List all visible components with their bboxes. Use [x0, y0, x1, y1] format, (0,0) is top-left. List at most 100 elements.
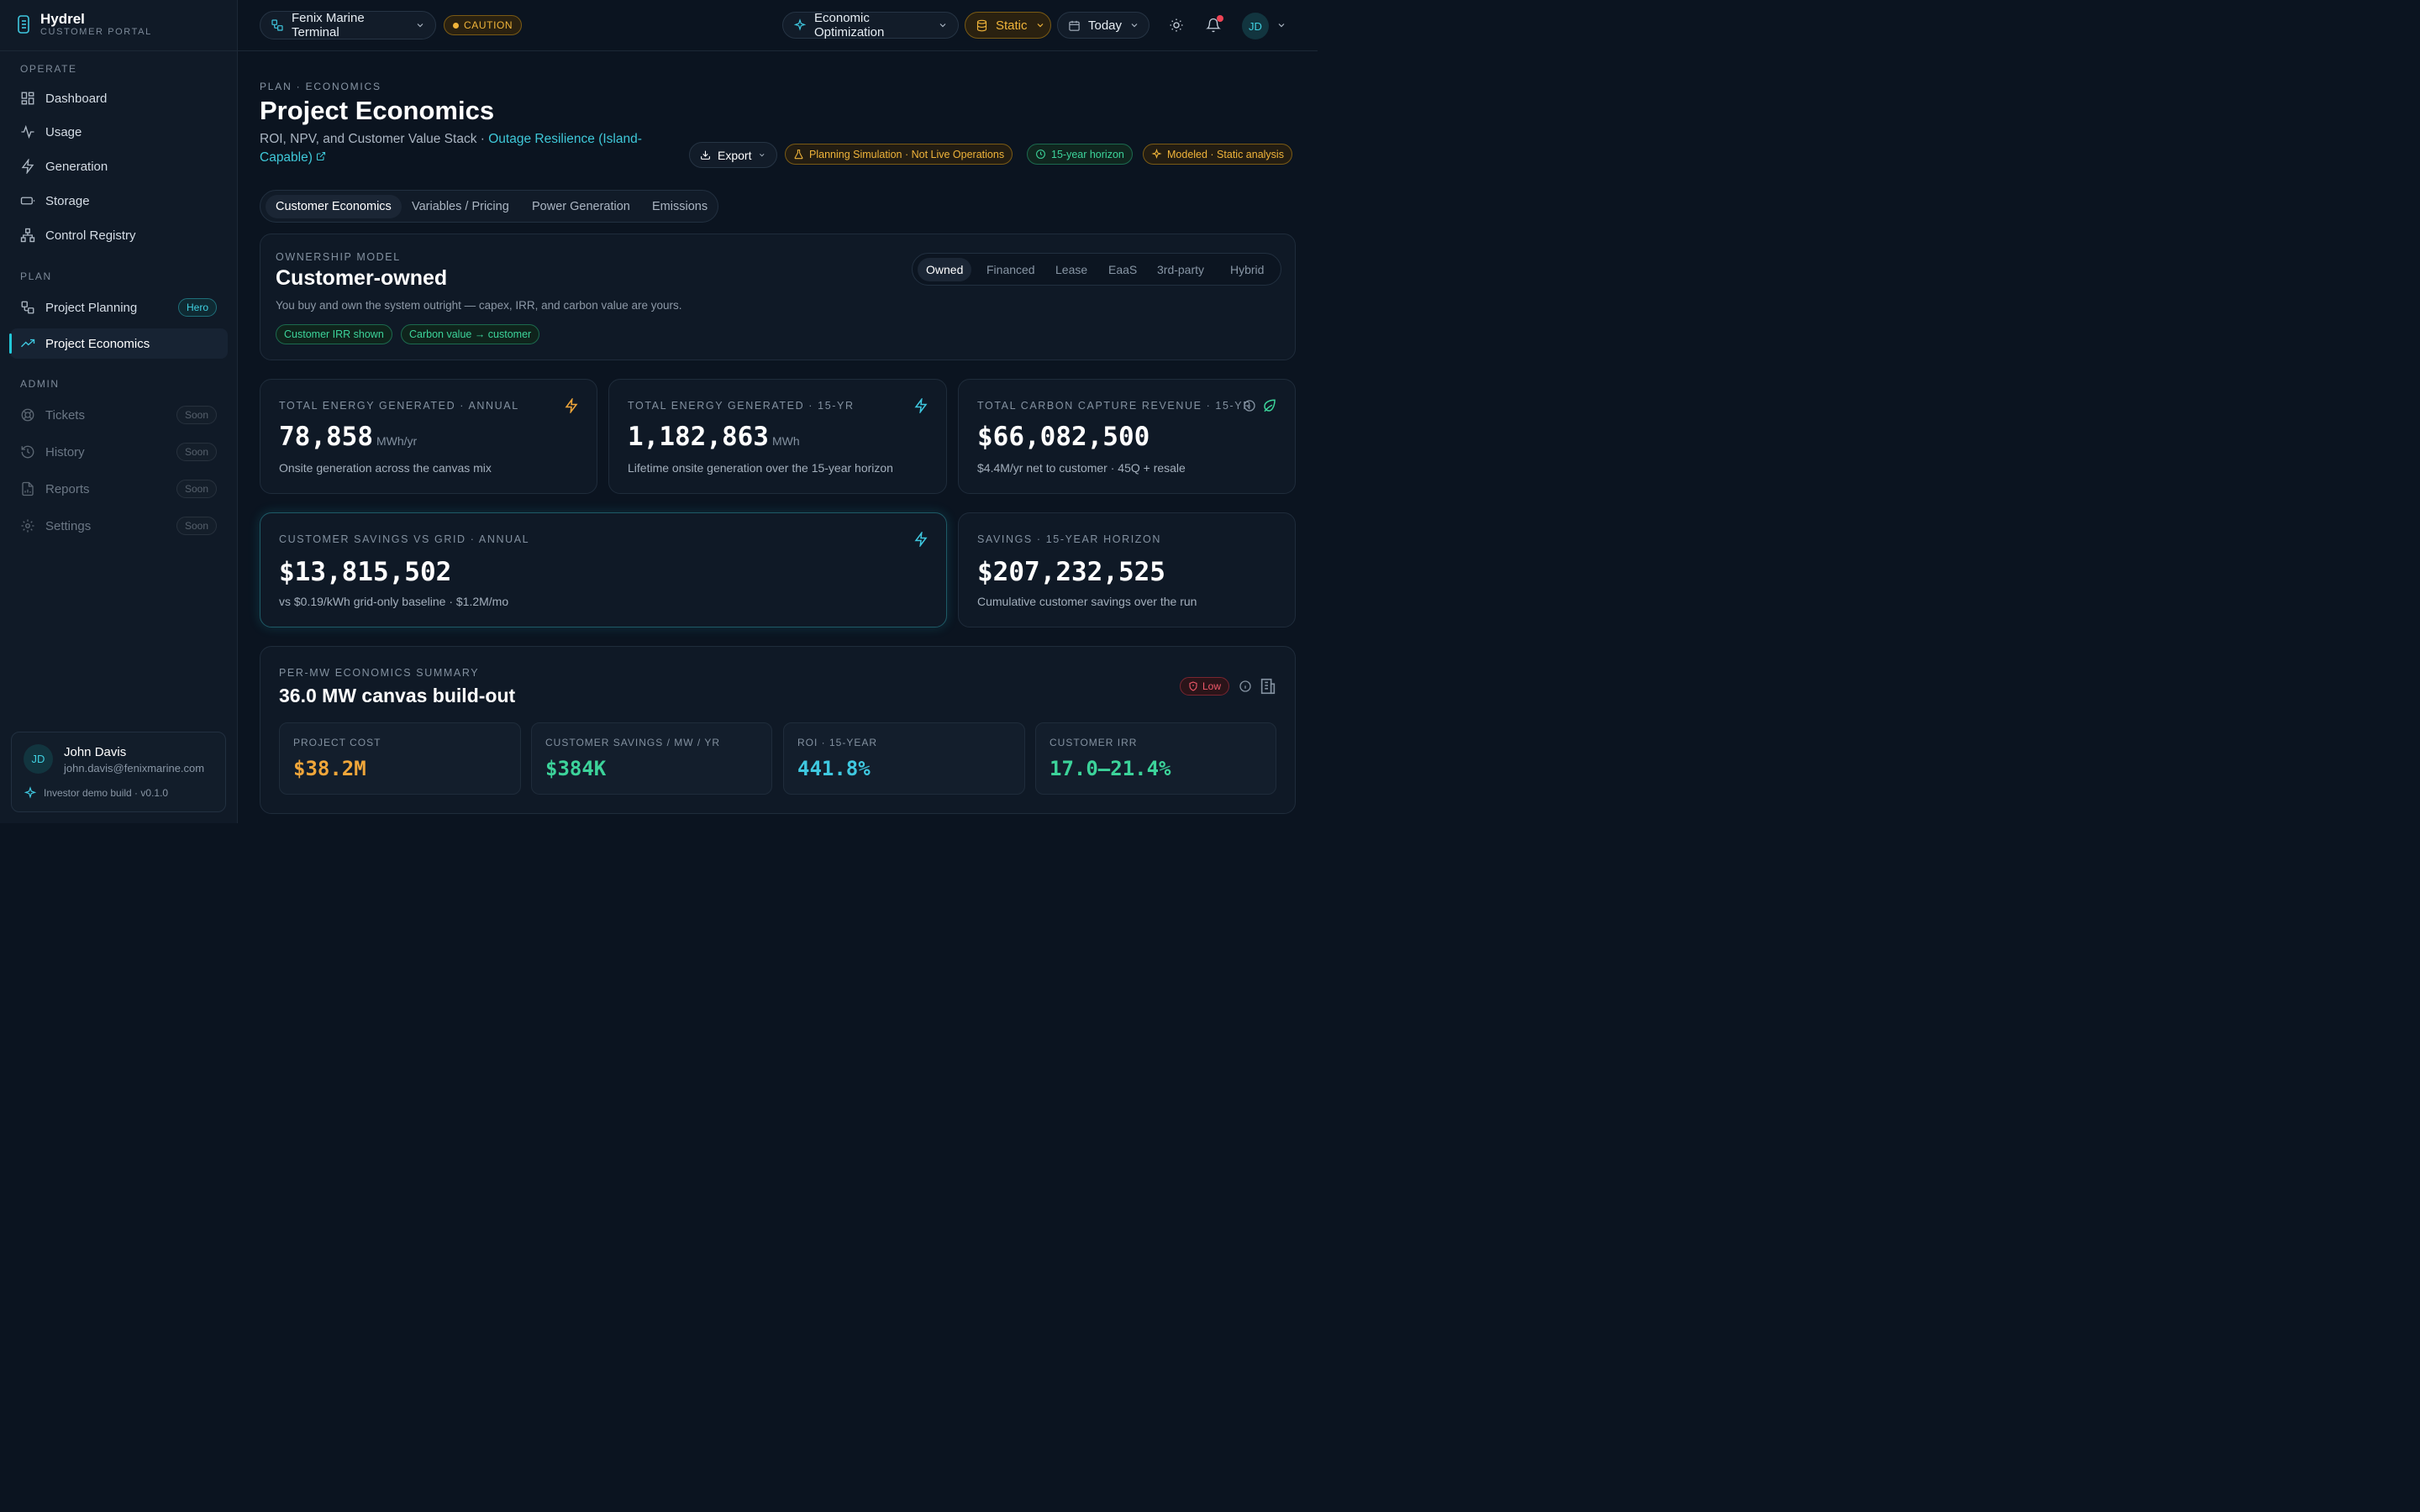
workflow-icon [21, 301, 34, 314]
metric-description: Lifetime onsite generation over the 15-y… [628, 461, 893, 475]
sidebar-item-history[interactable]: History Soon [10, 437, 228, 467]
section-operate: OPERATE [20, 63, 77, 75]
tab-variables-pricing[interactable]: Variables / Pricing [412, 200, 509, 213]
notifications-button[interactable] [1203, 15, 1223, 35]
date-range-label: Today [1088, 18, 1123, 33]
site-selector[interactable]: Fenix Marine Terminal [260, 11, 436, 39]
ownership-option-owned[interactable]: Owned [918, 258, 972, 281]
build-info: Investor demo build · v0.1.0 [24, 786, 168, 800]
avatar: JD [24, 744, 53, 774]
leaf-icon [1264, 399, 1276, 412]
customer-irr-card: CUSTOMER IRR 17.0–21.4% [1035, 722, 1276, 795]
sidebar-item-label: Settings [45, 518, 92, 533]
status-label: CAUTION [464, 19, 513, 31]
metric-label: TOTAL ENERGY GENERATED · 15-YR [628, 400, 855, 412]
chevron-down-icon [1131, 24, 1138, 28]
site-icon [271, 19, 283, 31]
status-badge: CAUTION [444, 15, 523, 35]
breadcrumb: PLAN · ECONOMICS [260, 81, 381, 92]
brand-subtitle: CUSTOMER PORTAL [40, 27, 152, 37]
date-range-selector[interactable]: Today [1057, 12, 1150, 39]
project-cost-card: PROJECT COST $38.2M [279, 722, 521, 795]
site-name: Fenix Marine Terminal [292, 11, 365, 39]
tab-customer-economics[interactable]: Customer Economics [266, 195, 402, 218]
sidebar-item-usage[interactable]: Usage [10, 117, 228, 147]
sidebar-item-tickets[interactable]: Tickets Soon [10, 400, 228, 430]
carbon-chip: Carbon value → customer [401, 324, 540, 344]
clock-icon [1036, 150, 1045, 159]
sidebar-item-label: History [45, 444, 85, 459]
bell-icon [1206, 18, 1221, 33]
ownership-option-eaas[interactable]: EaaS [1108, 263, 1138, 276]
user-card[interactable]: JD John Davis john.davis@fenixmarine.com… [11, 732, 226, 812]
soon-badge: Soon [176, 517, 217, 535]
data-source-selector[interactable]: Static [965, 12, 1051, 39]
info-icon[interactable] [1239, 680, 1252, 693]
modeled-tag: Modeled · Static analysis [1143, 144, 1292, 165]
sub-label: ROI · 15-YEAR [797, 737, 878, 748]
brand-name: Hydrel [40, 11, 85, 27]
building-icon[interactable] [1259, 677, 1277, 696]
sidebar-item-settings[interactable]: Settings Soon [10, 511, 228, 541]
scenario-link[interactable]: Outage Resilience (Island-Capable) [260, 132, 642, 165]
user-name: John Davis [64, 745, 127, 759]
ownership-option-3rd-party[interactable]: 3rd-party [1157, 263, 1205, 276]
external-link-icon [317, 151, 326, 161]
page-title: Project Economics [260, 96, 495, 125]
brand[interactable]: Hydrel CUSTOMER PORTAL [17, 12, 152, 37]
tab-power-generation[interactable]: Power Generation [532, 200, 630, 213]
soon-badge: Soon [176, 480, 217, 498]
simulation-tag: Planning Simulation · Not Live Operation… [785, 144, 1013, 165]
sidebar-item-storage[interactable]: Storage [10, 186, 228, 216]
project-cost-value: $38.2M [293, 757, 366, 780]
flask-icon [794, 150, 803, 160]
chevron-down-icon[interactable] [1276, 20, 1286, 30]
sidebar-item-generation[interactable]: Generation [10, 151, 228, 181]
chevron-down-icon [417, 24, 424, 28]
lifetime-energy-card: TOTAL ENERGY GENERATED · 15-YR 1,182,863… [608, 379, 947, 494]
shield-icon [1189, 681, 1197, 691]
chevron-down-icon [760, 153, 765, 157]
metric-label: SAVINGS · 15-YEAR HORIZON [977, 533, 1161, 545]
ownership-description: You buy and own the system outright — ca… [276, 299, 682, 312]
sidebar-item-label: Dashboard [45, 91, 108, 106]
download-icon [701, 150, 710, 160]
tab-emissions[interactable]: Emissions [652, 200, 708, 213]
section-plan: PLAN [20, 270, 52, 282]
sidebar-item-reports[interactable]: Reports Soon [10, 474, 228, 504]
bolt-icon [565, 398, 578, 413]
soon-badge: Soon [176, 406, 217, 424]
metric-value: 78,858 MWh/yr [279, 422, 418, 452]
ownership-selector: Owned Financed Lease EaaS 3rd-party Hybr… [912, 253, 1281, 286]
horizon-tag: 15-year horizon [1027, 144, 1133, 165]
ownership-card: OWNERSHIP MODEL Customer-owned You buy a… [260, 234, 1296, 360]
sidebar-item-project-economics[interactable]: Project Economics [9, 328, 228, 359]
trending-up-icon [21, 339, 35, 348]
ownership-option-hybrid[interactable]: Hybrid [1230, 263, 1265, 276]
sidebar-item-control-registry[interactable]: Control Registry [10, 220, 228, 250]
tab-bar: Customer Economics Variables / Pricing P… [260, 190, 718, 223]
info-icon[interactable] [1243, 398, 1256, 413]
sub-label: CUSTOMER IRR [1050, 737, 1138, 748]
sidebar-item-dashboard[interactable]: Dashboard [10, 83, 228, 113]
theme-toggle[interactable] [1166, 15, 1186, 35]
status-dot [453, 22, 459, 29]
ownership-option-financed[interactable]: Financed [986, 263, 1035, 276]
hydrel-logo-icon [18, 15, 29, 34]
sidebar-item-project-planning[interactable]: Project Planning Hero [10, 292, 228, 323]
sidebar: Hydrel CUSTOMER PORTAL OPERATE Dashboard… [0, 0, 238, 823]
export-button[interactable]: Export [689, 142, 777, 168]
ownership-option-lease[interactable]: Lease [1055, 263, 1088, 276]
sidebar-item-label: Storage [45, 193, 90, 208]
sidebar-item-label: Tickets [45, 407, 85, 423]
irr-chip: Customer IRR shown [276, 324, 392, 344]
avatar[interactable]: JD [1242, 13, 1269, 39]
data-source-label: Static [996, 18, 1028, 33]
mode-selector[interactable]: Economic Optimization [782, 11, 959, 39]
topbar [238, 0, 1318, 51]
history-icon [21, 445, 34, 459]
metric-value: $66,082,500 [977, 422, 1150, 452]
savings-per-mw-card: CUSTOMER SAVINGS / MW / YR $384K [531, 722, 772, 795]
metric-description: Cumulative customer savings over the run [977, 595, 1197, 608]
summary-title: 36.0 MW canvas build-out [279, 685, 516, 706]
